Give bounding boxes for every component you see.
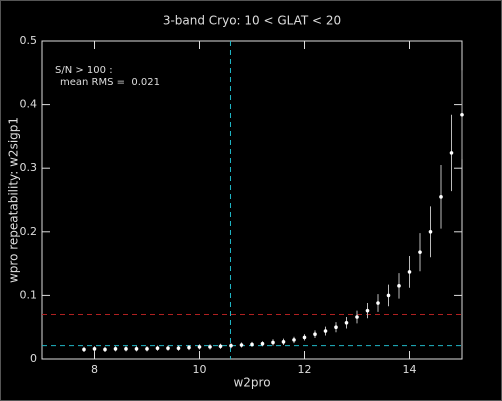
data-point [239,343,244,347]
y-tick-label: 0.5 [20,34,38,47]
x-tick-label: 8 [91,363,98,376]
data-point [113,347,118,351]
y-tick-label: 0 [30,352,37,365]
data-point [344,320,349,325]
x-tick-label: 14 [403,363,417,376]
data-point [166,346,170,350]
data-point [176,346,181,350]
y-tick-label: 0.1 [20,288,38,301]
data-point [187,345,191,350]
data-point [197,345,202,349]
data-point [460,112,464,117]
data-point [334,325,338,330]
chart-title: 3-band Cryo: 10 < GLAT < 20 [163,14,341,28]
data-point [103,347,107,352]
plot-frame [41,40,463,360]
data-point [323,329,328,333]
data-point [124,347,128,351]
y-tick-label: 0.2 [20,225,38,238]
data-point [386,293,391,298]
data-point [250,342,254,347]
data-point [313,332,317,336]
data-point [292,338,296,342]
data-point [271,340,275,345]
data-point [365,308,370,313]
annotation: S/N > 100 : [55,65,113,76]
data-point [428,230,433,234]
y-axis-label: wpro repeatability: w2sigp1 [7,117,21,283]
data-point [407,270,412,274]
data-point [355,315,359,319]
y-tick-label: 0.4 [20,98,38,111]
data-point [302,335,307,340]
data-point [281,340,286,344]
data-point [418,250,422,254]
x-tick-label: 12 [298,363,312,376]
data-point [229,343,233,348]
annotation: mean RMS = 0.021 [60,77,160,88]
data-point [218,344,223,349]
y-tick-label: 0.3 [20,161,38,174]
data-point [82,347,86,352]
data-point [439,195,443,199]
data-point [449,151,454,155]
data-point [260,341,265,346]
data-point [134,347,139,351]
x-tick-label: 10 [193,363,207,376]
data-point [397,284,401,288]
data-point [155,346,160,350]
data-point [376,301,380,305]
data-point [208,345,212,349]
x-axis-label: w2pro [233,376,270,390]
data-point [145,347,149,351]
data-point [92,347,97,351]
